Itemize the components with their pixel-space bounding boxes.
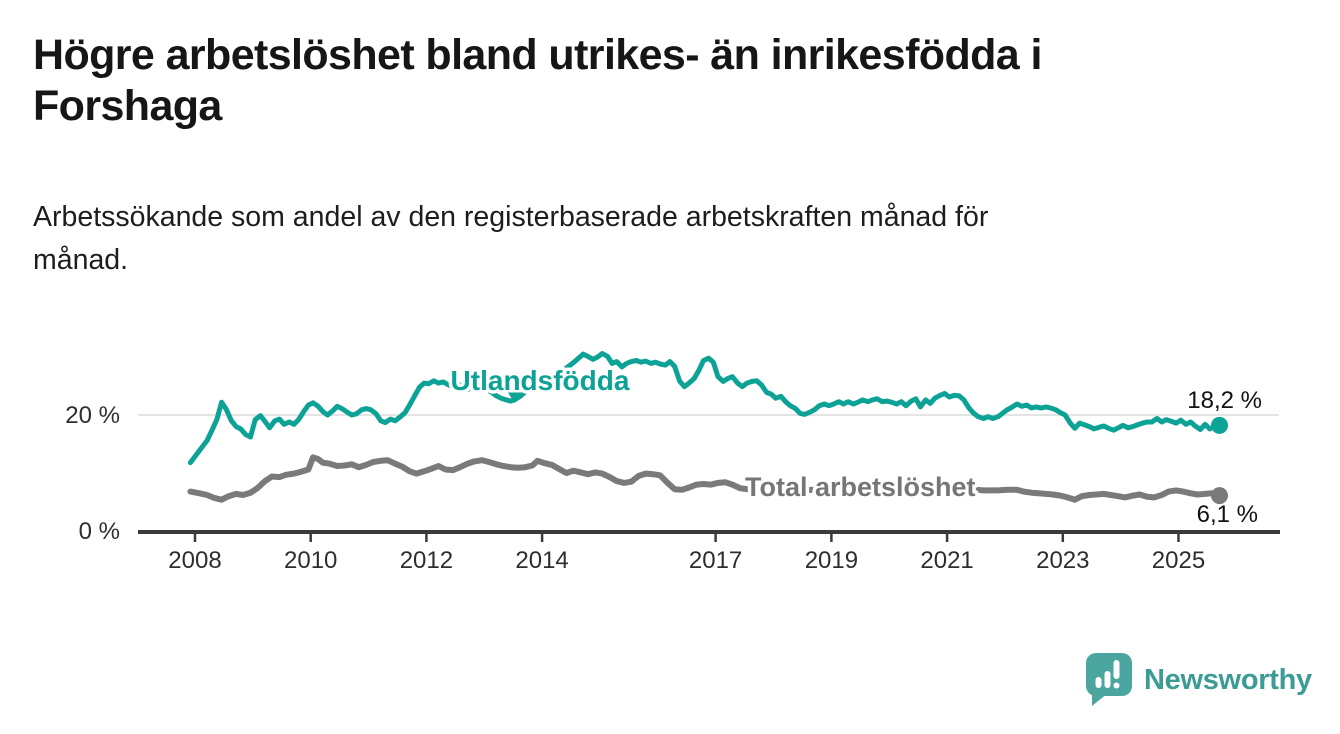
y-axis-label-20: 20 %: [65, 402, 120, 429]
end-value-utlandsfodda: 18,2 %: [1187, 387, 1262, 414]
y-axis-label-0: 0 %: [79, 518, 120, 545]
page-title-line-2: Forshaga: [33, 82, 222, 130]
series-lines: [187, 351, 1228, 505]
x-tick-label-2021: 2021: [920, 547, 973, 574]
page-title: Högre arbetslöshet bland utrikes- än inr…: [33, 30, 1313, 132]
end-dot-total-arbetsl-shet: [1211, 487, 1228, 505]
series-label-utlandsfodda: Utlandsfödda: [451, 365, 630, 396]
line-chart: 2008 2010 2012 2014 2017 2019 2021 2023 2025 0 %…: [65, 351, 1280, 574]
x-tick-label-2019: 2019: [805, 547, 858, 574]
chart-subtitle-line-2: månad.: [33, 244, 129, 276]
page-title-line-1: Högre arbetslöshet bland utrikes- än inr…: [33, 31, 1042, 79]
series-label-total-arbetsloshet: Total arbetslöshet: [745, 472, 976, 502]
series-line-utlandsf-dda: [187, 351, 1222, 466]
end-value-total-arbetsloshet: 6,1 %: [1197, 501, 1258, 528]
x-tick-label-2025: 2025: [1152, 547, 1205, 574]
x-tick-label-2012: 2012: [400, 547, 453, 574]
newsworthy-wordmark: Newsworthy: [1144, 663, 1312, 696]
x-tick-label-2017: 2017: [689, 547, 742, 574]
x-axis-ticks: 2008 2010 2012 2014 2017 2019 2021 2023 2025: [168, 532, 1205, 574]
end-dot-utlandsf-dda: [1211, 416, 1228, 434]
x-tick-label-2023: 2023: [1036, 547, 1089, 574]
x-tick-label-2008: 2008: [168, 547, 221, 574]
utlandsfodda-label-pointer-icon: [508, 392, 521, 403]
series-line-total-arbetsl-shet: [187, 454, 1223, 503]
chart-subtitle: Arbetssökande som andel av den registerb…: [33, 196, 1313, 282]
x-tick-label-2014: 2014: [515, 547, 568, 574]
newsworthy-logo: Newsworthy: [1085, 653, 1312, 707]
bar-chart-speech-bubble-icon: [1086, 653, 1132, 706]
chart-subtitle-line-1: Arbetssökande som andel av den registerb…: [33, 201, 989, 233]
x-tick-label-2010: 2010: [284, 547, 337, 574]
